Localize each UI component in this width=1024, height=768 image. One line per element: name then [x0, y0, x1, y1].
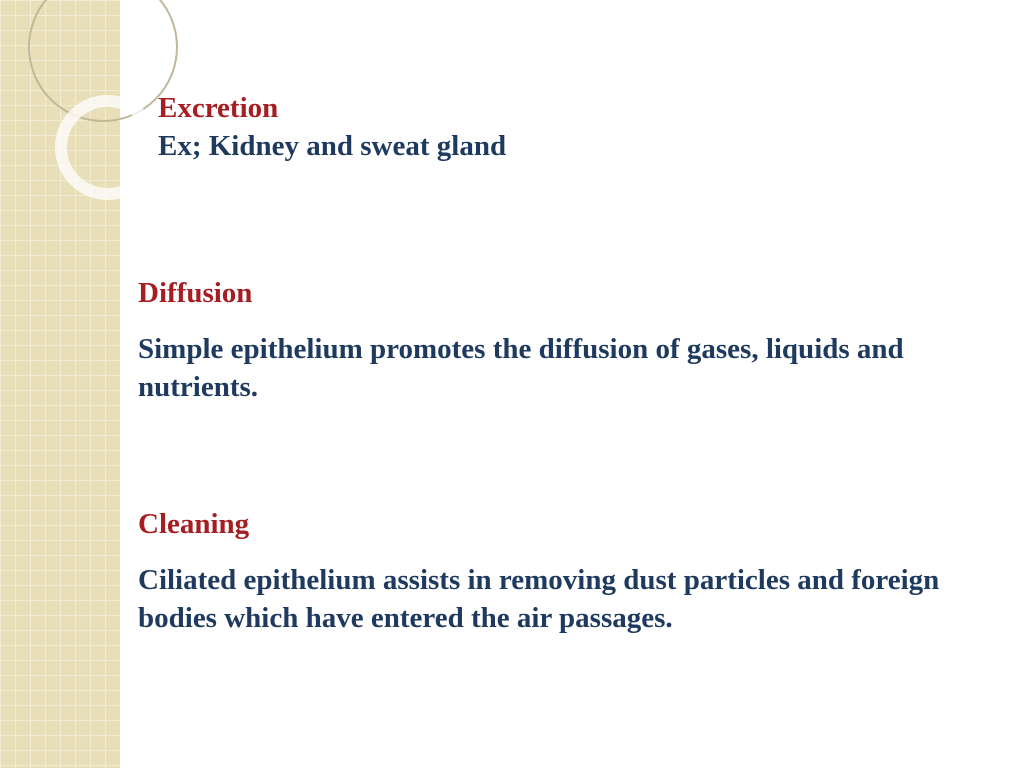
- excretion-subtitle: Ex; Kidney and sweat gland: [158, 128, 994, 166]
- section-diffusion: Diffusion Simple epithelium promotes the…: [138, 275, 994, 406]
- diffusion-title: Diffusion: [138, 275, 994, 313]
- diffusion-body: Simple epithelium promotes the diffusion…: [138, 331, 994, 406]
- section-cleaning: Cleaning Ciliated epithelium assists in …: [138, 506, 994, 637]
- cleaning-body: Ciliated epithelium assists in removing …: [138, 562, 994, 637]
- slide-content: Excretion Ex; Kidney and sweat gland Dif…: [120, 0, 1024, 768]
- excretion-title: Excretion: [158, 90, 994, 128]
- section-excretion: Excretion Ex; Kidney and sweat gland: [158, 90, 994, 165]
- cleaning-title: Cleaning: [138, 506, 994, 544]
